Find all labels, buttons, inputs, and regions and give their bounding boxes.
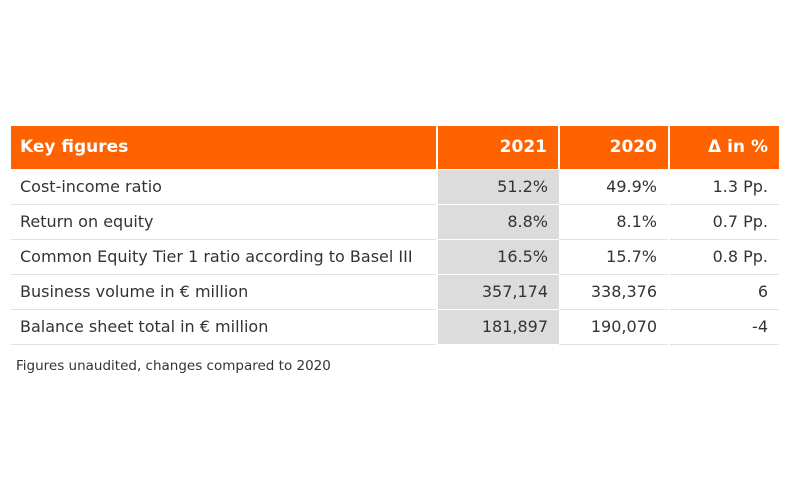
cell-delta: -4 — [668, 308, 779, 345]
cell-2020: 338,376 — [559, 273, 669, 310]
cell-2021: 181,897 — [436, 308, 559, 345]
row-label: Cost-income ratio — [11, 168, 437, 205]
cell-2021: 357,174 — [436, 273, 559, 310]
table-row: Business volume in € million 357,174 338… — [11, 273, 779, 310]
key-figures-table-container: Key figures 2021 2020 Δ in % Cost-income… — [11, 126, 779, 345]
cell-2020: 8.1% — [559, 203, 669, 240]
cell-2020: 15.7% — [559, 238, 669, 275]
table-row: Return on equity 8.8% 8.1% 0.7 Pp. — [11, 203, 779, 240]
row-label: Business volume in € million — [11, 273, 437, 310]
cell-delta: 6 — [668, 273, 779, 310]
cell-delta: 1.3 Pp. — [668, 168, 779, 205]
row-label: Return on equity — [11, 203, 437, 240]
cell-2020: 190,070 — [559, 308, 669, 345]
row-label: Balance sheet total in € million — [11, 308, 437, 345]
cell-2021: 16.5% — [436, 238, 559, 275]
table-body: Cost-income ratio 51.2% 49.9% 1.3 Pp. Re… — [11, 168, 779, 345]
header-delta: Δ in % — [668, 126, 779, 169]
table-header: Key figures 2021 2020 Δ in % — [11, 126, 779, 169]
cell-delta: 0.7 Pp. — [668, 203, 779, 240]
header-row: Key figures 2021 2020 Δ in % — [11, 126, 779, 169]
header-2020: 2020 — [558, 126, 669, 169]
row-label: Common Equity Tier 1 ratio according to … — [11, 238, 437, 275]
table-row: Balance sheet total in € million 181,897… — [11, 308, 779, 345]
footnote: Figures unaudited, changes compared to 2… — [16, 358, 331, 374]
cell-2021: 8.8% — [436, 203, 559, 240]
table-row: Common Equity Tier 1 ratio according to … — [11, 238, 779, 275]
header-2021: 2021 — [436, 126, 559, 169]
header-key-figures: Key figures — [11, 126, 437, 169]
cell-2021: 51.2% — [436, 168, 559, 205]
cell-2020: 49.9% — [559, 168, 669, 205]
table-row: Cost-income ratio 51.2% 49.9% 1.3 Pp. — [11, 168, 779, 205]
cell-delta: 0.8 Pp. — [668, 238, 779, 275]
key-figures-table: Key figures 2021 2020 Δ in % Cost-income… — [11, 126, 779, 345]
